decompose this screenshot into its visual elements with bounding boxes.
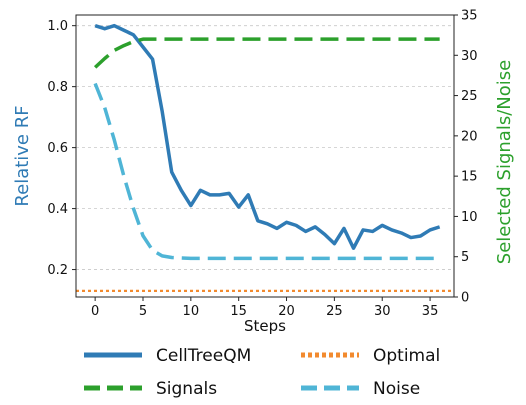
x-tick-label: 10 <box>183 304 200 319</box>
y-right-tick-label: 10 <box>461 210 478 225</box>
x-tick-label: 35 <box>422 304 439 319</box>
legend-label-signals: Signals <box>156 379 217 399</box>
y-right-tick-label: 5 <box>461 250 469 265</box>
series-line-celltreeqm <box>94 23 441 250</box>
x-tick-label: 25 <box>326 304 343 319</box>
y-right-tick-label: 35 <box>461 9 478 24</box>
y-left-tick-label: 1.0 <box>47 19 68 34</box>
plot-frame <box>75 14 455 298</box>
legend-label-celltreeqm: CellTreeQM <box>156 346 251 366</box>
y-right-tick-label: 20 <box>461 129 478 144</box>
y-right-tick-label: 0 <box>461 291 469 306</box>
y-left-tick-label: 0.8 <box>47 80 68 95</box>
y-right-tick-label: 30 <box>461 49 478 64</box>
x-tick-label: 15 <box>230 304 247 319</box>
x-tick-label: 0 <box>91 304 99 319</box>
series-line-signals <box>93 37 440 69</box>
legend-label-noise: Noise <box>373 379 420 399</box>
series-line-noise <box>93 82 440 261</box>
x-tick-label: 30 <box>374 304 391 319</box>
x-tick-label: 20 <box>278 304 295 319</box>
y-left-tick-label: 0.6 <box>47 141 68 156</box>
y-left-axis-title: Relative RF <box>12 105 33 206</box>
y-right-axis-title: Selected Signals/Noise <box>494 60 515 264</box>
y-right-tick-label: 25 <box>461 89 478 104</box>
x-tick-label: 5 <box>139 304 147 319</box>
y-right-tick-label: 15 <box>461 170 478 185</box>
y-left-tick-label: 0.4 <box>47 202 68 217</box>
y-left-tick-label: 0.2 <box>47 263 68 278</box>
x-axis-title: Steps <box>244 317 286 335</box>
legend-label-optimal: Optimal <box>373 346 440 366</box>
